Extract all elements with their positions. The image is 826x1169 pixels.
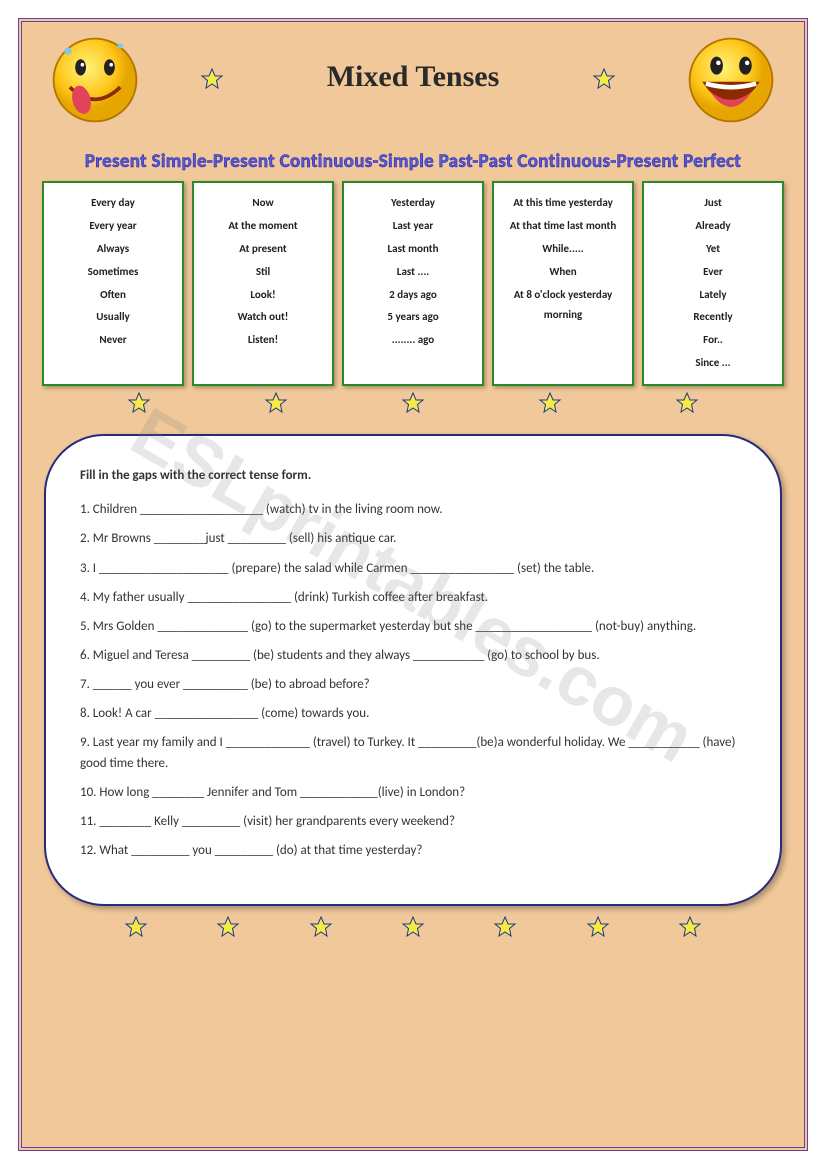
star-icon [586, 916, 610, 940]
tense-box: YesterdayLast yearLast monthLast ....2 d… [342, 181, 484, 386]
star-icon [678, 916, 702, 940]
question-line: 8. Look! A car ________________ (come) t… [80, 704, 746, 724]
smiley-tongue-icon [50, 35, 140, 125]
tense-keyword: Yet [648, 239, 778, 260]
tense-keyword: Last month [348, 239, 478, 260]
instruction-text: Fill in the gaps with the correct tense … [80, 466, 746, 486]
star-icon [124, 916, 148, 940]
tense-keyword: At the moment [198, 216, 328, 237]
star-icon [127, 392, 151, 416]
question-line: 10. How long ________ Jennifer and Tom _… [80, 783, 746, 803]
question-line: 5. Mrs Golden ______________ (go) to the… [80, 617, 746, 637]
star-footer-row [30, 916, 796, 940]
subtitle: Present Simple-Present Continuous-Simple… [30, 150, 796, 181]
tense-keyword: Often [48, 285, 178, 306]
page-title: Mixed Tenses [327, 30, 500, 94]
star-icon [592, 68, 616, 92]
star-icon [401, 916, 425, 940]
tense-box: Every dayEvery yearAlwaysSometimesOftenU… [42, 181, 184, 386]
star-icon [309, 916, 333, 940]
question-line: 6. Miguel and Teresa _________ (be) stud… [80, 646, 746, 666]
tense-keyword: Usually [48, 307, 178, 328]
page-frame: Mixed Tenses Present Simple-Present [18, 18, 808, 1151]
star-icon [401, 392, 425, 416]
star-icon [264, 392, 288, 416]
tense-keyword: Ever [648, 262, 778, 283]
tense-keyword: 5 years ago [348, 307, 478, 328]
tense-boxes-row: Every dayEvery yearAlwaysSometimesOftenU… [30, 181, 796, 386]
tense-keyword: Every year [48, 216, 178, 237]
questions-list: 1. Children ___________________ (watch) … [80, 500, 746, 861]
tense-keyword: While..... [498, 239, 628, 260]
tense-keyword: Lately [648, 285, 778, 306]
tense-keyword: Last .... [348, 262, 478, 283]
tense-keyword: At this time yesterday [498, 193, 628, 214]
tense-keyword: Just [648, 193, 778, 214]
tense-keyword: Now [198, 193, 328, 214]
star-icon [216, 916, 240, 940]
tense-box: JustAlreadyYetEverLatelyRecentlyFor..Sin… [642, 181, 784, 386]
tense-keyword: Listen! [198, 330, 328, 351]
question-line: 9. Last year my family and I ___________… [80, 733, 746, 773]
tense-keyword: For.. [648, 330, 778, 351]
tense-keyword: Watch out! [198, 307, 328, 328]
star-icon [538, 392, 562, 416]
question-line: 12. What _________ you _________ (do) at… [80, 841, 746, 861]
tense-keyword: ........ ago [348, 330, 478, 351]
question-line: 7. ______ you ever __________ (be) to ab… [80, 675, 746, 695]
question-line: 4. My father usually ________________ (d… [80, 588, 746, 608]
star-icon [493, 916, 517, 940]
tense-box: NowAt the momentAt presentStilLook!Watch… [192, 181, 334, 386]
question-line: 2. Mr Browns ________just _________ (sel… [80, 529, 746, 549]
tense-keyword: Already [648, 216, 778, 237]
tense-box: At this time yesterdayAt that time last … [492, 181, 634, 386]
tense-keyword: Always [48, 239, 178, 260]
tense-keyword: Never [48, 330, 178, 351]
tense-keyword: Last year [348, 216, 478, 237]
star-icon [200, 68, 224, 92]
tense-keyword: Recently [648, 307, 778, 328]
tense-keyword: At that time last month [498, 216, 628, 237]
star-icon [675, 392, 699, 416]
smiley-laugh-icon [686, 35, 776, 125]
page-inner: Mixed Tenses Present Simple-Present [30, 30, 796, 1139]
star-divider-row [30, 392, 796, 416]
tense-keyword: Since ... [648, 353, 778, 374]
question-line: 11. ________ Kelly _________ (visit) her… [80, 812, 746, 832]
tense-keyword: At 8 o'clock yesterday morning [498, 285, 628, 327]
exercise-panel: Fill in the gaps with the correct tense … [44, 434, 782, 906]
tense-keyword: Every day [48, 193, 178, 214]
question-line: 3. I ____________________ (prepare) the … [80, 559, 746, 579]
question-line: 1. Children ___________________ (watch) … [80, 500, 746, 520]
header: Mixed Tenses [30, 30, 796, 150]
tense-keyword: When [498, 262, 628, 283]
tense-keyword: Look! [198, 285, 328, 306]
tense-keyword: Stil [198, 262, 328, 283]
tense-keyword: 2 days ago [348, 285, 478, 306]
tense-keyword: At present [198, 239, 328, 260]
tense-keyword: Yesterday [348, 193, 478, 214]
tense-keyword: Sometimes [48, 262, 178, 283]
